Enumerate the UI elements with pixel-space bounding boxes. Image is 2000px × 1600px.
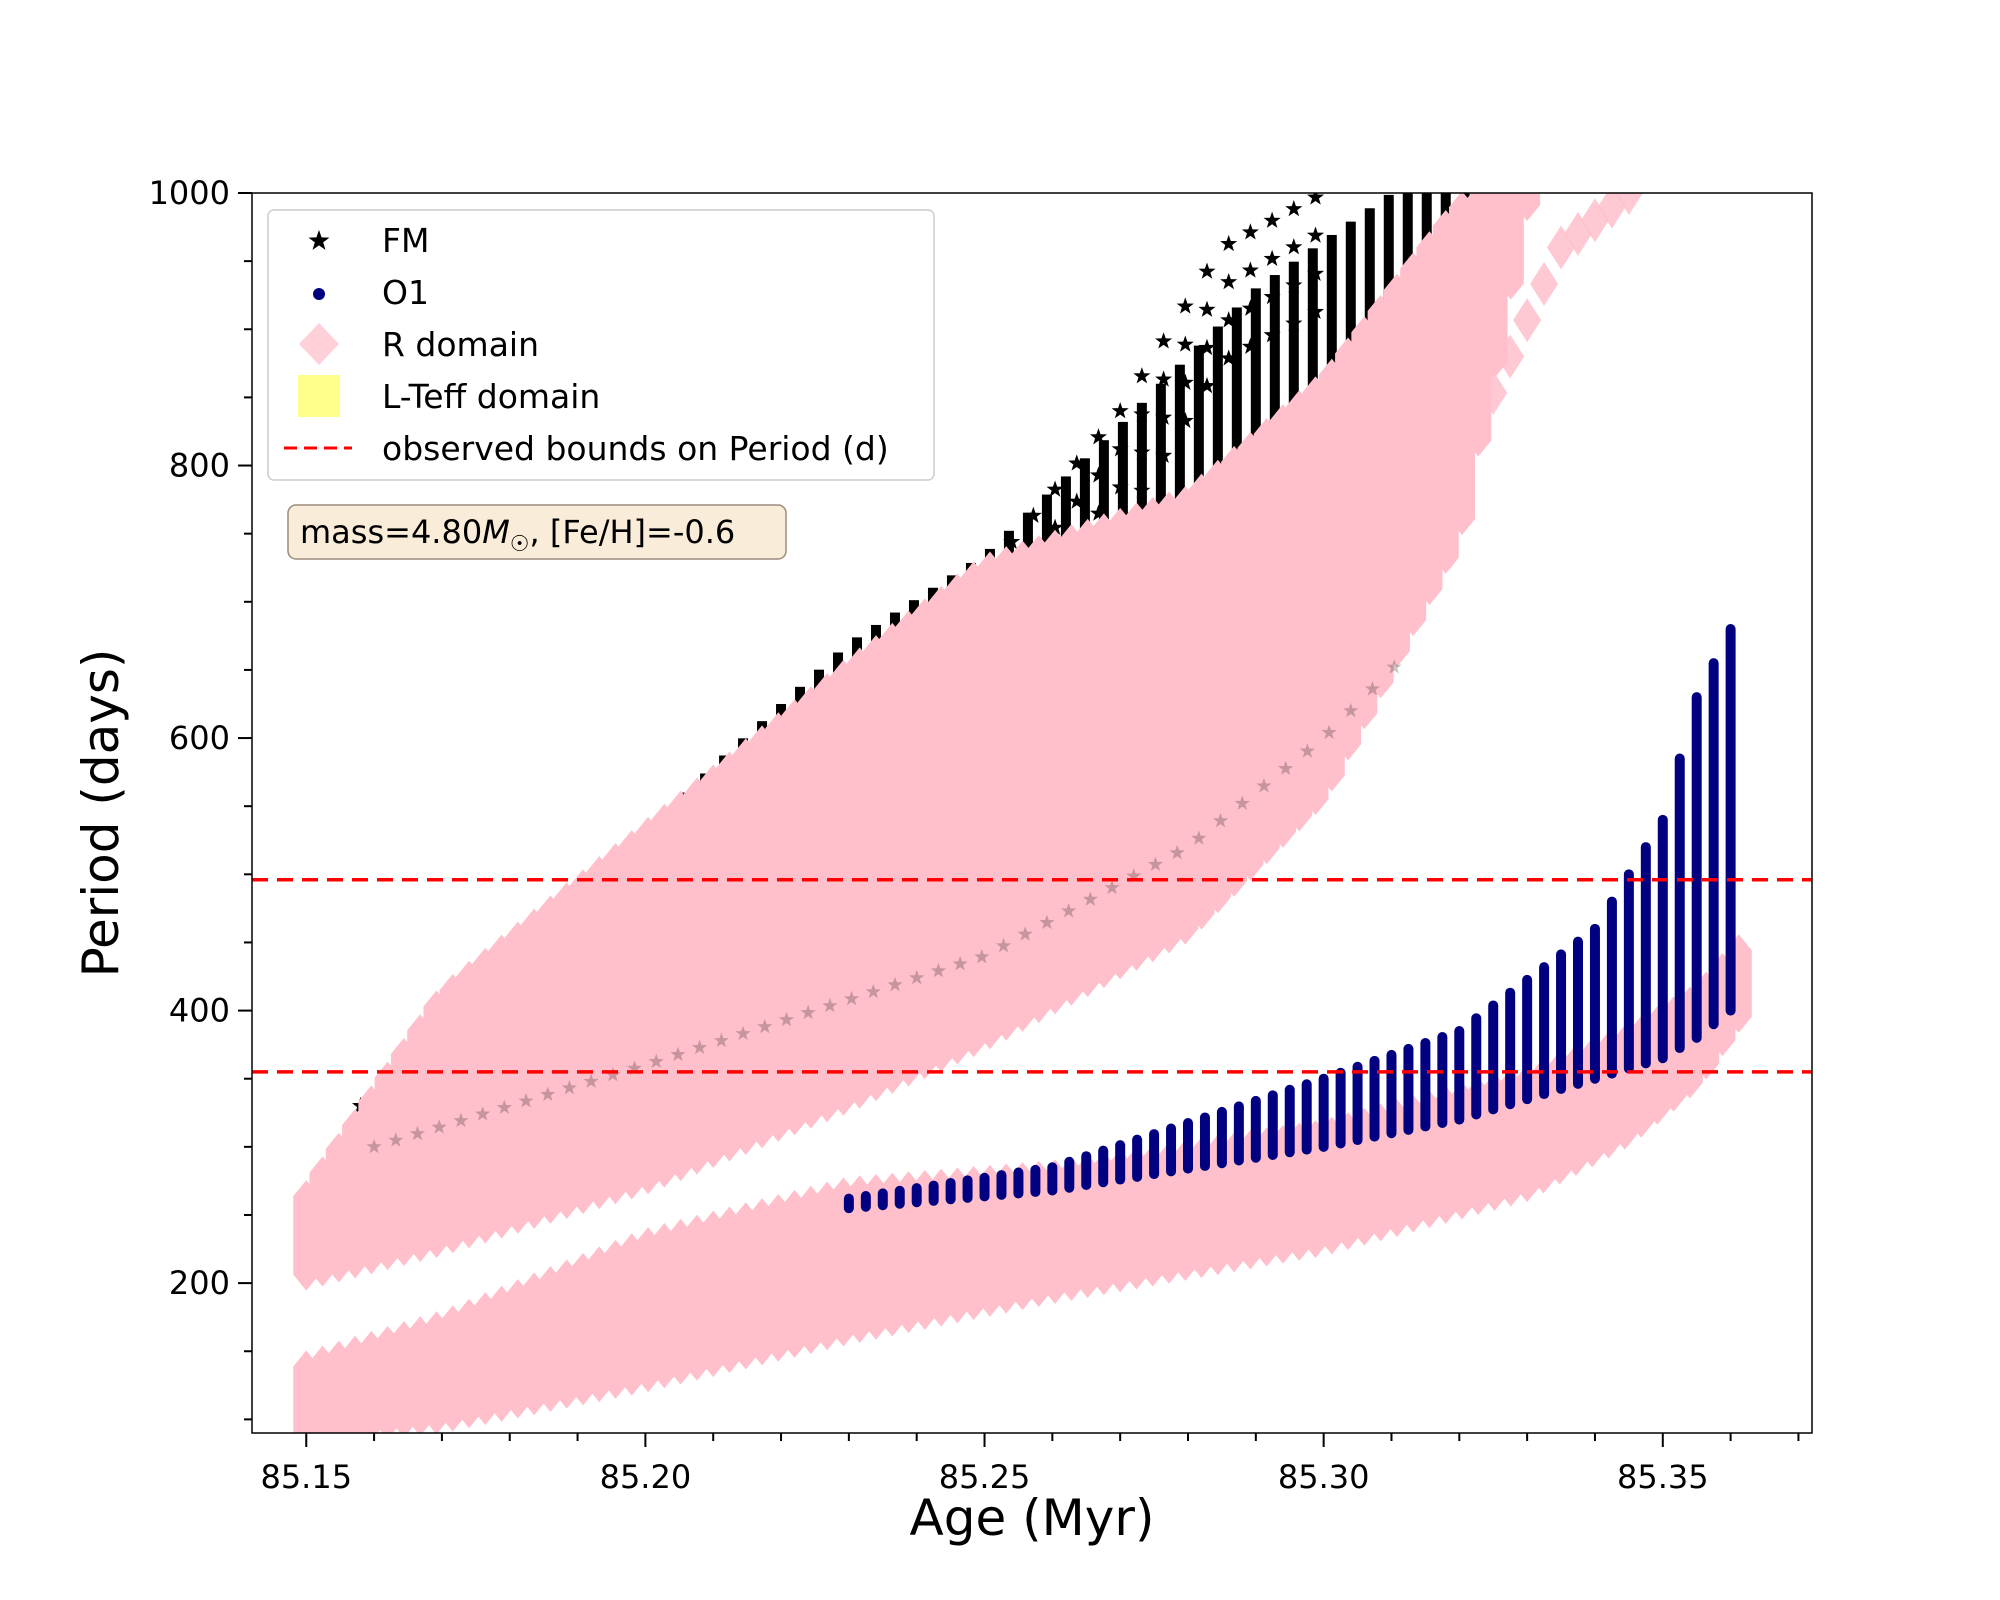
annotation-subscript: ☉ (510, 532, 530, 557)
legend-r-label: R domain (382, 325, 539, 364)
x-tick-label: 85.35 (1617, 1458, 1709, 1496)
r-domain-diamond-point (1394, 525, 1423, 570)
plot-frame (251, 192, 1813, 1434)
legend-r-diamond-icon (299, 323, 339, 365)
legend-o1-label: O1 (382, 273, 429, 312)
observed-bounds (252, 878, 1812, 1074)
legend: FM O1 R domain L-Teff domain observed bo… (267, 209, 935, 481)
r-domain-diamond-point (1597, 193, 1626, 229)
r-domain-diamond-point (1479, 370, 1508, 415)
r-domain-diamond-point (1360, 579, 1389, 624)
x-axis-ticks: 85.15 85.20 85.25 85.30 85.35 (260, 1433, 1800, 1496)
r-domain-diamond-point (1445, 443, 1474, 488)
legend-o1-dot-icon (313, 288, 325, 300)
r-domain-diamond-point (1343, 607, 1372, 652)
annotation-symbol: M (482, 513, 510, 551)
r-domain-diamond-point (1326, 634, 1355, 679)
annotation-text: mass=4.80M☉, [Fe/H]=-0.6 (300, 513, 735, 557)
r-domain-diamond-point (1309, 661, 1338, 706)
plot-area (252, 193, 1812, 1433)
x-tick-label: 85.20 (600, 1458, 692, 1496)
annotation-suffix: , [Fe/H]=-0.6 (530, 513, 736, 551)
r-domain-diamond-point (1462, 407, 1491, 452)
y-tick-label: 800 (169, 447, 230, 485)
y-tick-label: 600 (169, 719, 230, 757)
annotation-background (287, 504, 787, 560)
r-domain-diamond-point (1614, 193, 1643, 215)
x-tick-label: 85.25 (939, 1458, 1031, 1496)
y-axis-label: Period (days) (72, 649, 130, 978)
r-domain-diamond-column (1514, 193, 1541, 221)
legend-fm-label: FM (382, 221, 429, 260)
r-domain-series (293, 193, 1752, 1433)
legend-bounds-label: observed bounds on Period (d) (382, 429, 889, 468)
r-domain-diamond-point (1411, 498, 1440, 543)
y-tick-label: 400 (169, 992, 230, 1030)
r-domain-diamond-point (1513, 298, 1542, 343)
annotation-box: mass=4.80M☉, [Fe/H]=-0.6 (287, 504, 787, 560)
y-tick-label: 1000 (149, 174, 230, 212)
r-domain-diamond-point (1004, 911, 1033, 956)
y-axis-ticks: 200 400 600 800 1000 (149, 174, 252, 1421)
x-axis-label: Age (Myr) (910, 1489, 1155, 1547)
r-domain-diamond-point (1377, 552, 1406, 597)
r-domain-diamond-point (1496, 334, 1525, 379)
legend-box (267, 209, 935, 481)
legend-lteff-label: L-Teff domain (382, 377, 600, 416)
annotation-prefix: mass=4.80 (300, 513, 482, 551)
y-tick-label: 200 (169, 1264, 230, 1302)
x-tick-label: 85.15 (260, 1458, 352, 1496)
r-domain-diamond-point (1428, 470, 1457, 515)
legend-lteff-square-icon (298, 375, 340, 417)
o1-series (843, 624, 1736, 1214)
x-tick-label: 85.30 (1278, 1458, 1370, 1496)
r-domain-diamond-point (1530, 261, 1559, 306)
r-domain-diamond-column (1497, 193, 1524, 300)
